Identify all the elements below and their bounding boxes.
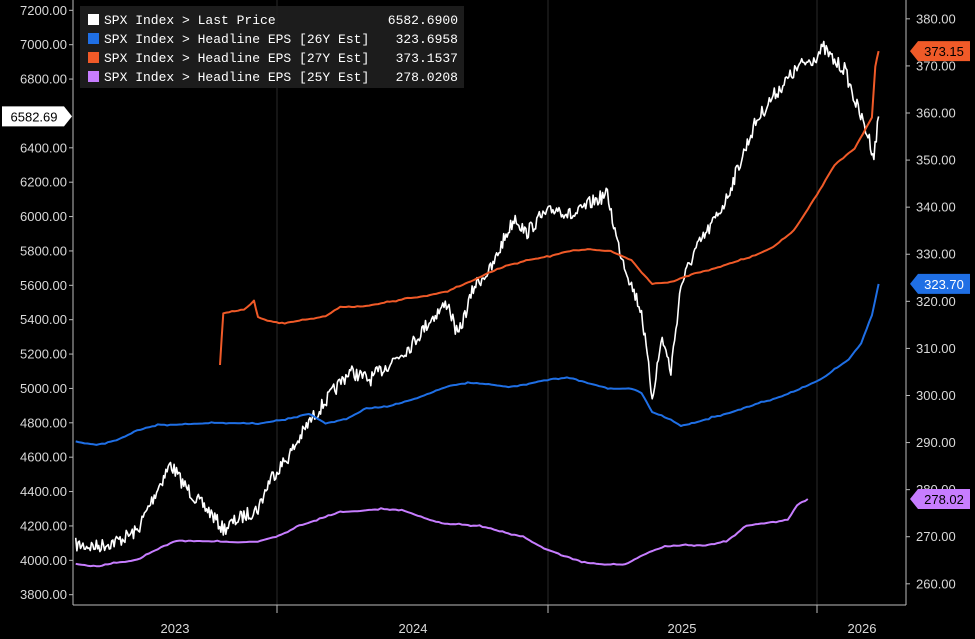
tag-eps27: 373.15 bbox=[924, 44, 964, 59]
legend: SPX Index > Last Price 6582.6900 SPX Index… bbox=[80, 6, 464, 88]
tag-eps25-bg bbox=[910, 488, 970, 509]
left-tick-label: 6200.00 bbox=[20, 175, 67, 190]
left-tick-label: 4400.00 bbox=[20, 484, 67, 499]
right-tick-label: 340.00 bbox=[916, 200, 956, 215]
x-tick-label: 2026 bbox=[848, 621, 877, 636]
legend-swatch bbox=[88, 71, 99, 82]
right-tick-label: 260.00 bbox=[916, 576, 956, 591]
series-line-spx bbox=[74, 40, 880, 553]
tag-eps25: 278.02 bbox=[924, 492, 964, 507]
last-value-tags: 373.15 323.70 278.02 6582.69 bbox=[2, 41, 970, 509]
left-tick-label: 6000.00 bbox=[20, 209, 67, 224]
legend-swatch bbox=[88, 33, 99, 44]
legend-box bbox=[80, 6, 464, 88]
left-tick-label: 5400.00 bbox=[20, 312, 67, 327]
legend-value: 373.1537 bbox=[396, 51, 458, 66]
right-tick-label: 360.00 bbox=[916, 105, 956, 120]
gridlines bbox=[276, 0, 818, 605]
x-tick-label: 2023 bbox=[161, 621, 190, 636]
left-tick-label: 4600.00 bbox=[20, 450, 67, 465]
legend-label: SPX Index > Headline EPS [26Y Est] bbox=[104, 32, 369, 47]
left-tick-label: 5000.00 bbox=[20, 381, 67, 396]
right-tick-label: 270.00 bbox=[916, 529, 956, 544]
left-tick-label: 6400.00 bbox=[20, 140, 67, 155]
legend-label: SPX Index > Headline EPS [25Y Est] bbox=[104, 70, 369, 85]
right-tick-label: 380.00 bbox=[916, 11, 956, 26]
tag-eps27-bg bbox=[910, 41, 970, 62]
right-tick-label: 290.00 bbox=[916, 435, 956, 450]
series-layer bbox=[74, 40, 880, 568]
left-tick-label: 4000.00 bbox=[20, 553, 67, 568]
x-tick-label: 2025 bbox=[668, 621, 697, 636]
axes: 2023 2024 2025 2026 3800.00 4000.00 4200.00 440… bbox=[20, 0, 956, 636]
right-tick-label: 370.00 bbox=[916, 58, 956, 73]
tag-eps26-bg bbox=[910, 273, 970, 294]
right-tick-label: 350.00 bbox=[916, 153, 956, 168]
tag-spx-bg bbox=[2, 106, 72, 127]
left-tick-label: 5600.00 bbox=[20, 278, 67, 293]
right-tick-label: 330.00 bbox=[916, 247, 956, 262]
right-tick-label: 320.00 bbox=[916, 294, 956, 309]
legend-value: 278.0208 bbox=[396, 70, 458, 85]
left-tick-label: 4800.00 bbox=[20, 415, 67, 430]
series-line-eps26 bbox=[75, 283, 880, 446]
left-tick-label: 5200.00 bbox=[20, 347, 67, 362]
legend-value: 6582.6900 bbox=[388, 13, 458, 28]
right-tick-label: 300.00 bbox=[916, 388, 956, 403]
legend-swatch bbox=[88, 14, 99, 25]
left-tick-label: 4200.00 bbox=[20, 518, 67, 533]
tag-spx: 6582.69 bbox=[11, 109, 58, 124]
tag-eps26: 323.70 bbox=[924, 277, 964, 292]
left-tick-label: 5800.00 bbox=[20, 243, 67, 258]
legend-label: SPX Index > Last Price bbox=[104, 13, 276, 28]
left-tick-label: 7000.00 bbox=[20, 37, 67, 52]
series-line-eps25 bbox=[75, 498, 809, 568]
left-tick-label: 7200.00 bbox=[20, 3, 67, 18]
legend-label: SPX Index > Headline EPS [27Y Est] bbox=[104, 51, 369, 66]
left-tick-label: 3800.00 bbox=[20, 587, 67, 602]
right-tick-label: 310.00 bbox=[916, 341, 956, 356]
legend-swatch bbox=[88, 52, 99, 63]
legend-value: 323.6958 bbox=[396, 32, 458, 47]
series-line-eps27 bbox=[219, 50, 880, 366]
left-tick-label: 6800.00 bbox=[20, 72, 67, 87]
x-tick-label: 2024 bbox=[399, 621, 428, 636]
